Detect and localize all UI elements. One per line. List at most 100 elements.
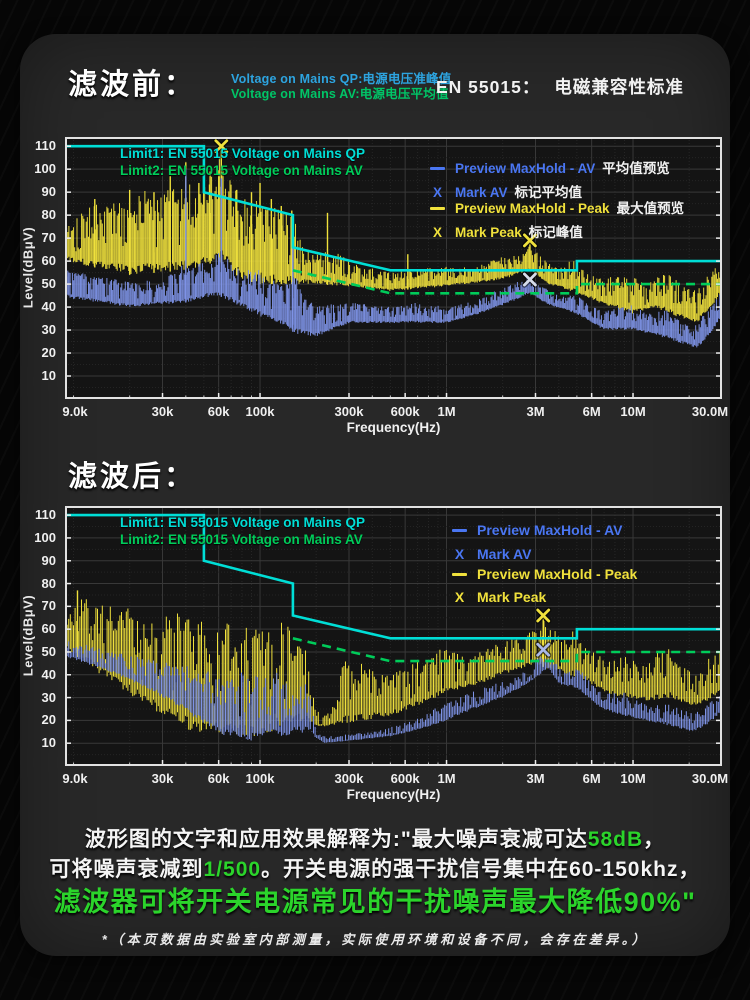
x-tick-label: 3M [526, 404, 545, 419]
summary-highlight-ratio: 1/500 [203, 858, 262, 881]
legend-label-cn: 标记平均值 [514, 185, 583, 200]
legend-label-cn: 标记峰值 [528, 225, 583, 240]
legend-item: Preview MaxHold - AV 平均值预览 [430, 157, 670, 177]
y-tick-label: 70 [41, 230, 56, 246]
legend-line-icon [430, 167, 445, 170]
mains-av-label: Voltage on Mains AV:电源电压平均值 [231, 87, 449, 101]
summary-line-2: 可将噪声衰减到1/500。开关电源的强干扰信号集中在60-150khz， [0, 853, 750, 883]
section-title-before-filter: 滤波前： [68, 69, 197, 101]
y-tick-label: 110 [35, 138, 56, 154]
x-tick-label: 30k [151, 404, 174, 419]
legend-label: Mark Peak [477, 589, 547, 605]
x-tick-label: 10M [620, 404, 646, 419]
x-tick-label: 1M [437, 404, 456, 419]
x-tick-label: 6M [582, 404, 601, 419]
legend-cross-icon: X [432, 225, 442, 240]
legend-label: Mark AV [477, 546, 532, 562]
y-tick-label: 60 [41, 621, 56, 637]
x-tick-label: 100k [245, 404, 275, 419]
disclaimer-footnote: *（本页数据由实验室内部测量，实际使用环境和设备不同，会存在差异。） [101, 932, 649, 947]
legend-label: Preview MaxHold - Peak [477, 566, 638, 582]
x-tick-label: 60k [207, 771, 230, 786]
spectrum-plot-before [65, 137, 722, 399]
legend-line-icon [430, 207, 445, 210]
spectrum-plot-after [65, 506, 722, 766]
standard-code: EN 55015： [436, 77, 541, 97]
y-tick-label: 10 [41, 368, 56, 384]
x-axis-title: Frequency(Hz) [346, 420, 441, 435]
legend-cross-icon: X [454, 546, 465, 562]
legend-label: Mark AV [455, 185, 508, 200]
x-tick-label: 30k [151, 771, 174, 786]
y-tick-label: 40 [41, 666, 56, 682]
y-tick-label: 100 [34, 161, 56, 177]
y-tick-label: 10 [41, 735, 56, 751]
legend-item: X Mark AV 标记平均值 [430, 181, 582, 201]
x-tick-label: 1M [437, 771, 456, 786]
y-tick-label: 60 [41, 253, 56, 269]
limit2-label: Limit2: EN 55015 Voltage on Mains AV [120, 162, 363, 178]
x-tick-label: 9.0k [62, 771, 88, 786]
legend-cross-icon: X [454, 589, 465, 605]
legend-label-cn: 平均值预览 [602, 161, 670, 176]
limit1-label: Limit1: EN 55015 Voltage on Mains QP [120, 515, 366, 530]
legend-label: Preview MaxHold - AV [455, 161, 596, 176]
legend-item: X Mark Peak [452, 589, 553, 605]
y-tick-label: 30 [41, 689, 56, 705]
legend-item: X Mark Peak 标记峰值 [430, 221, 583, 241]
standard-name: 电磁兼容性标准 [554, 77, 684, 97]
summary-line-3: 滤波器可将开关电源常见的干扰噪声最大降低90%" [53, 887, 697, 917]
y-tick-label: 70 [41, 598, 56, 614]
legend-item: X Mark AV [452, 546, 538, 562]
y-tick-label: 50 [41, 643, 56, 659]
y-tick-label: 80 [41, 207, 56, 223]
legend-label-cn: 最大值预览 [616, 201, 685, 216]
x-tick-label: 100k [245, 771, 275, 786]
x-tick-label: 9.0k [62, 404, 88, 419]
section-title-after-filter: 滤波后： [68, 461, 197, 493]
y-tick-label: 90 [41, 552, 56, 568]
y-tick-label: 100 [34, 529, 56, 545]
y-tick-label: 20 [41, 712, 56, 728]
x-tick-label: 600k [390, 771, 420, 786]
mains-qp-label: Voltage on Mains QP:电源电压准峰值 [231, 72, 452, 86]
legend-item: Preview MaxHold - Peak 最大值预览 [430, 197, 684, 217]
legend-label: Preview MaxHold - Peak [455, 201, 610, 216]
limit-labels: Limit1: EN 55015 Voltage on Mains QP Lim… [120, 515, 365, 548]
summary-text: 。开关电源的强干扰信号集中在60-150khz， [261, 858, 701, 881]
y-tick-label: 30 [41, 322, 56, 338]
limit1-label: Limit1: EN 55015 Voltage on Mains QP [120, 146, 366, 161]
summary-text: ， [643, 828, 666, 851]
legend-label: Mark Peak [455, 225, 522, 240]
x-tick-label: 600k [390, 404, 420, 419]
emc-standard-label: EN 55015： 电磁兼容性标准 [436, 74, 684, 99]
x-tick-label: 3M [526, 771, 545, 786]
x-tick-label: 30.0M [691, 771, 729, 786]
x-tick-label: 300k [334, 404, 364, 419]
legend-label: Preview MaxHold - AV [477, 522, 623, 538]
x-tick-label: 30.0M [691, 404, 729, 419]
y-tick-label: 20 [41, 345, 56, 361]
summary-text: 可将噪声衰减到 [49, 858, 204, 881]
x-tick-label: 6M [582, 771, 601, 786]
x-tick-label: 10M [620, 771, 646, 786]
y-tick-label: 110 [35, 507, 56, 523]
summary-line-1: 波形图的文字和应用效果解释为:"最大噪声衰减可达58dB， [0, 823, 750, 853]
limit2-label: Limit2: EN 55015 Voltage on Mains AV [120, 531, 363, 547]
limit-labels: Limit1: EN 55015 Voltage on Mains QP Lim… [120, 146, 365, 179]
legend-line-icon [452, 573, 467, 576]
y-tick-label: 50 [41, 276, 56, 292]
legend-cross-icon: X [432, 185, 442, 200]
y-tick-label: 80 [41, 575, 56, 591]
legend-item: Preview MaxHold - AV [452, 522, 629, 538]
x-axis-title: Frequency(Hz) [346, 787, 441, 802]
legend-item: Preview MaxHold - Peak [452, 566, 644, 582]
y-tick-label: 90 [41, 184, 56, 200]
legend-line-icon [452, 529, 467, 532]
y-tick-label: 40 [41, 299, 56, 315]
mains-voltage-legend: Voltage on Mains QP:电源电压准峰值 Voltage on M… [231, 72, 451, 102]
x-tick-label: 60k [207, 404, 230, 419]
summary-highlight-58db: 58dB [587, 828, 644, 851]
summary-text: 波形图的文字和应用效果解释为:"最大噪声衰减可达 [84, 828, 588, 851]
x-tick-label: 300k [334, 771, 364, 786]
